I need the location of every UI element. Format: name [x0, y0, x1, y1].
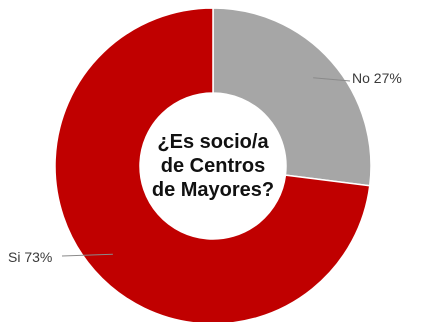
center-title-line-1: ¿Es socio/a — [157, 131, 269, 153]
donut-hole — [140, 93, 286, 239]
slice-label-si: Si 73% — [8, 249, 52, 265]
leader-lines — [61, 77, 351, 257]
center-title-line-3: de Mayores? — [152, 179, 274, 201]
leader-line-no — [313, 77, 351, 82]
center-title: ¿Es socio/a de Centros de Mayores? — [152, 131, 274, 201]
leader-line-si — [61, 253, 113, 257]
slice-label-no: No 27% — [352, 70, 402, 86]
center-title-line-2: de Centros — [161, 155, 265, 177]
